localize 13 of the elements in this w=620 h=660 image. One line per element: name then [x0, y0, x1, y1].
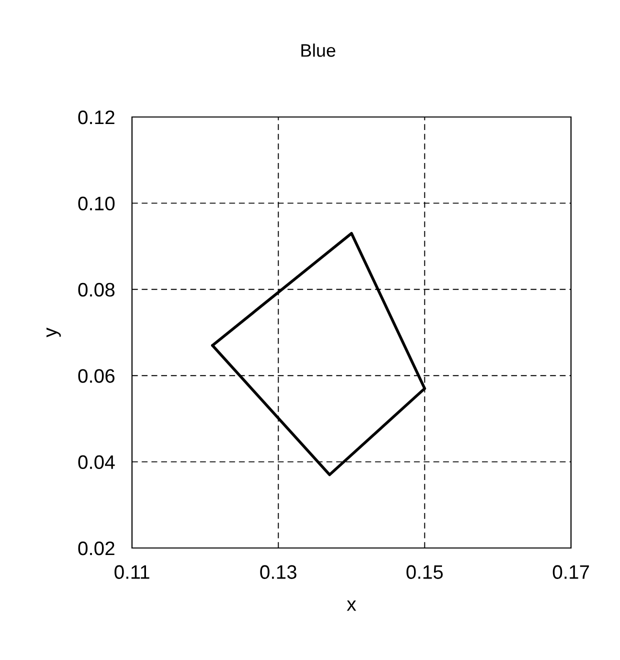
y-tick-label: 0.10: [78, 196, 115, 210]
x-tick-label: 0.11: [114, 565, 150, 579]
chart-title: Blue: [301, 44, 336, 57]
x-axis-title: x: [346, 600, 356, 611]
x-tick-label: 0.15: [406, 565, 443, 579]
x-tick-label: 0.17: [552, 565, 589, 579]
y-axis-title: y: [46, 328, 61, 338]
y-tick-label: 0.02: [78, 541, 114, 556]
y-tick-label: 0.04: [78, 455, 115, 470]
x-tick-label: 0.13: [260, 565, 296, 579]
y-tick-label: 0.08: [78, 282, 114, 297]
y-tick-label: 0.06: [78, 369, 114, 383]
y-tick-label: 0.12: [78, 110, 114, 124]
